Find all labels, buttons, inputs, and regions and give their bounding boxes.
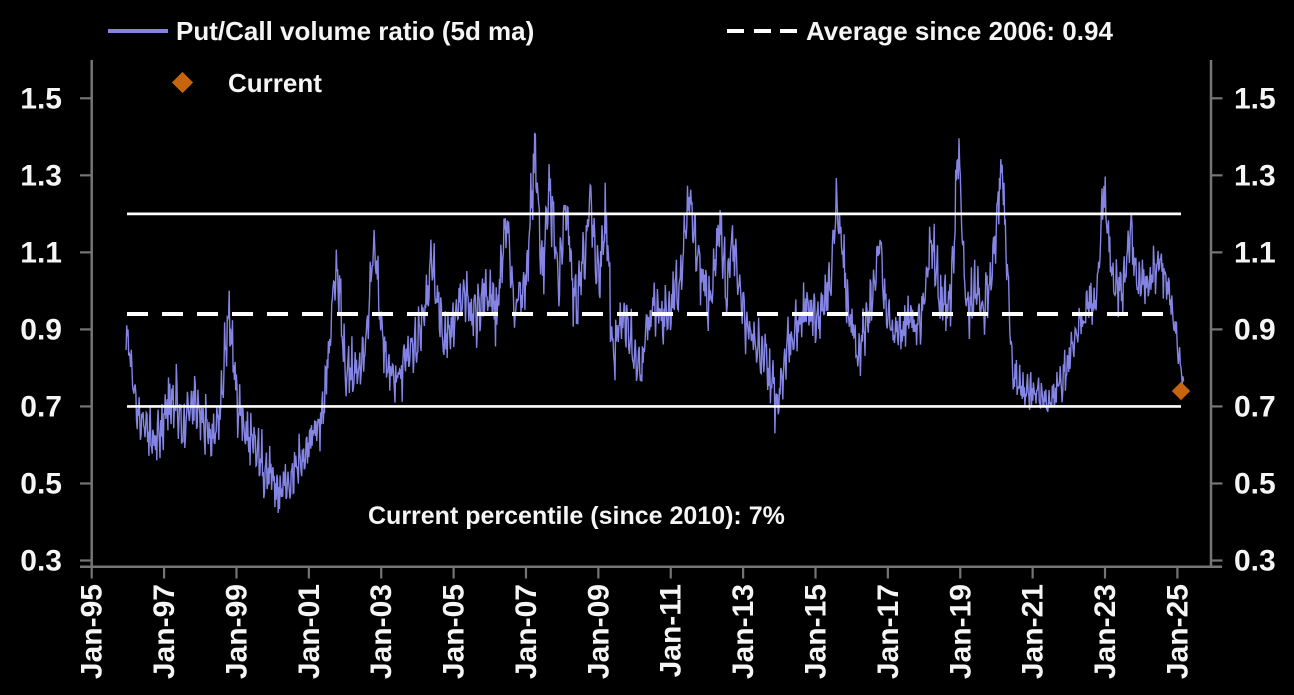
x-axis-tick-label: Jan-05 <box>438 584 471 679</box>
x-axis-tick-label: Jan-23 <box>1089 584 1122 679</box>
y-axis-tick-label-right: 0.7 <box>1234 390 1276 423</box>
x-axis-tick-label: Jan-07 <box>510 584 543 679</box>
percentile-annotation: Current percentile (since 2010): 7% <box>368 502 785 530</box>
reference-lines <box>127 212 1181 408</box>
x-axis-tick-label: Jan-95 <box>76 584 109 679</box>
legend-average-label: Average since 2006: 0.94 <box>806 16 1113 46</box>
dash-icon <box>727 29 744 33</box>
x-axis-tick-label: Jan-15 <box>800 584 833 679</box>
current-marker-icon <box>1171 381 1191 401</box>
average-dashed-swatch-icon <box>727 29 797 33</box>
put-call-ratio-line <box>125 132 1185 514</box>
x-axis-tick-label: Jan-13 <box>727 584 760 679</box>
x-axis-tick-label: Jan-25 <box>1161 584 1194 679</box>
x-axis-tick-label: Jan-11 <box>655 584 688 677</box>
y-axis-tick-label-right: 0.3 <box>1234 545 1276 578</box>
y-axis-tick-label-right: 1.1 <box>1234 236 1276 269</box>
y-axis-tick-label-left: 1.5 <box>20 82 62 115</box>
x-axis-tick-label: Jan-97 <box>148 584 181 679</box>
x-axis-tick-label: Jan-19 <box>944 584 977 679</box>
x-axis-tick-label: Jan-99 <box>220 584 253 679</box>
x-axis-tick-label: Jan-03 <box>365 584 398 679</box>
x-axis-tick-label: Jan-09 <box>582 584 615 679</box>
legend-series-label: Put/Call volume ratio (5d ma) <box>176 16 535 46</box>
x-axis-tick-label: Jan-01 <box>293 584 326 679</box>
series-line <box>125 132 1185 514</box>
axes: 1.5 1.5 1.3 1.3 1.1 1.1 0.9 0.9 0.7 0.7 0.5 0.5 0.3 0… <box>20 60 1276 679</box>
dash-icon <box>780 29 797 33</box>
legend-current-label: Current <box>228 68 322 98</box>
y-axis-tick-label-left: 1.3 <box>20 159 62 192</box>
y-axis-tick-label-right: 0.5 <box>1234 467 1276 500</box>
y-axis-tick-label-right: 0.9 <box>1234 313 1276 346</box>
y-axis-tick-label-right: 1.3 <box>1234 159 1276 192</box>
series-line-swatch-icon <box>108 29 168 33</box>
dash-icon <box>753 29 771 33</box>
x-axis-tick-label: Jan-17 <box>872 584 905 679</box>
y-axis-tick-label-left: 0.9 <box>20 313 62 346</box>
y-axis-tick-label-right: 1.5 <box>1234 82 1276 115</box>
x-axis-tick-label: Jan-21 <box>1017 584 1050 679</box>
current-marker-diamond-icon <box>1171 381 1191 401</box>
y-axis-tick-label-left: 0.3 <box>20 545 62 578</box>
y-axis-tick-label-left: 1.1 <box>20 236 62 269</box>
y-axis-tick-label-left: 0.7 <box>20 390 62 423</box>
y-axis-tick-label-left: 0.5 <box>20 467 62 500</box>
